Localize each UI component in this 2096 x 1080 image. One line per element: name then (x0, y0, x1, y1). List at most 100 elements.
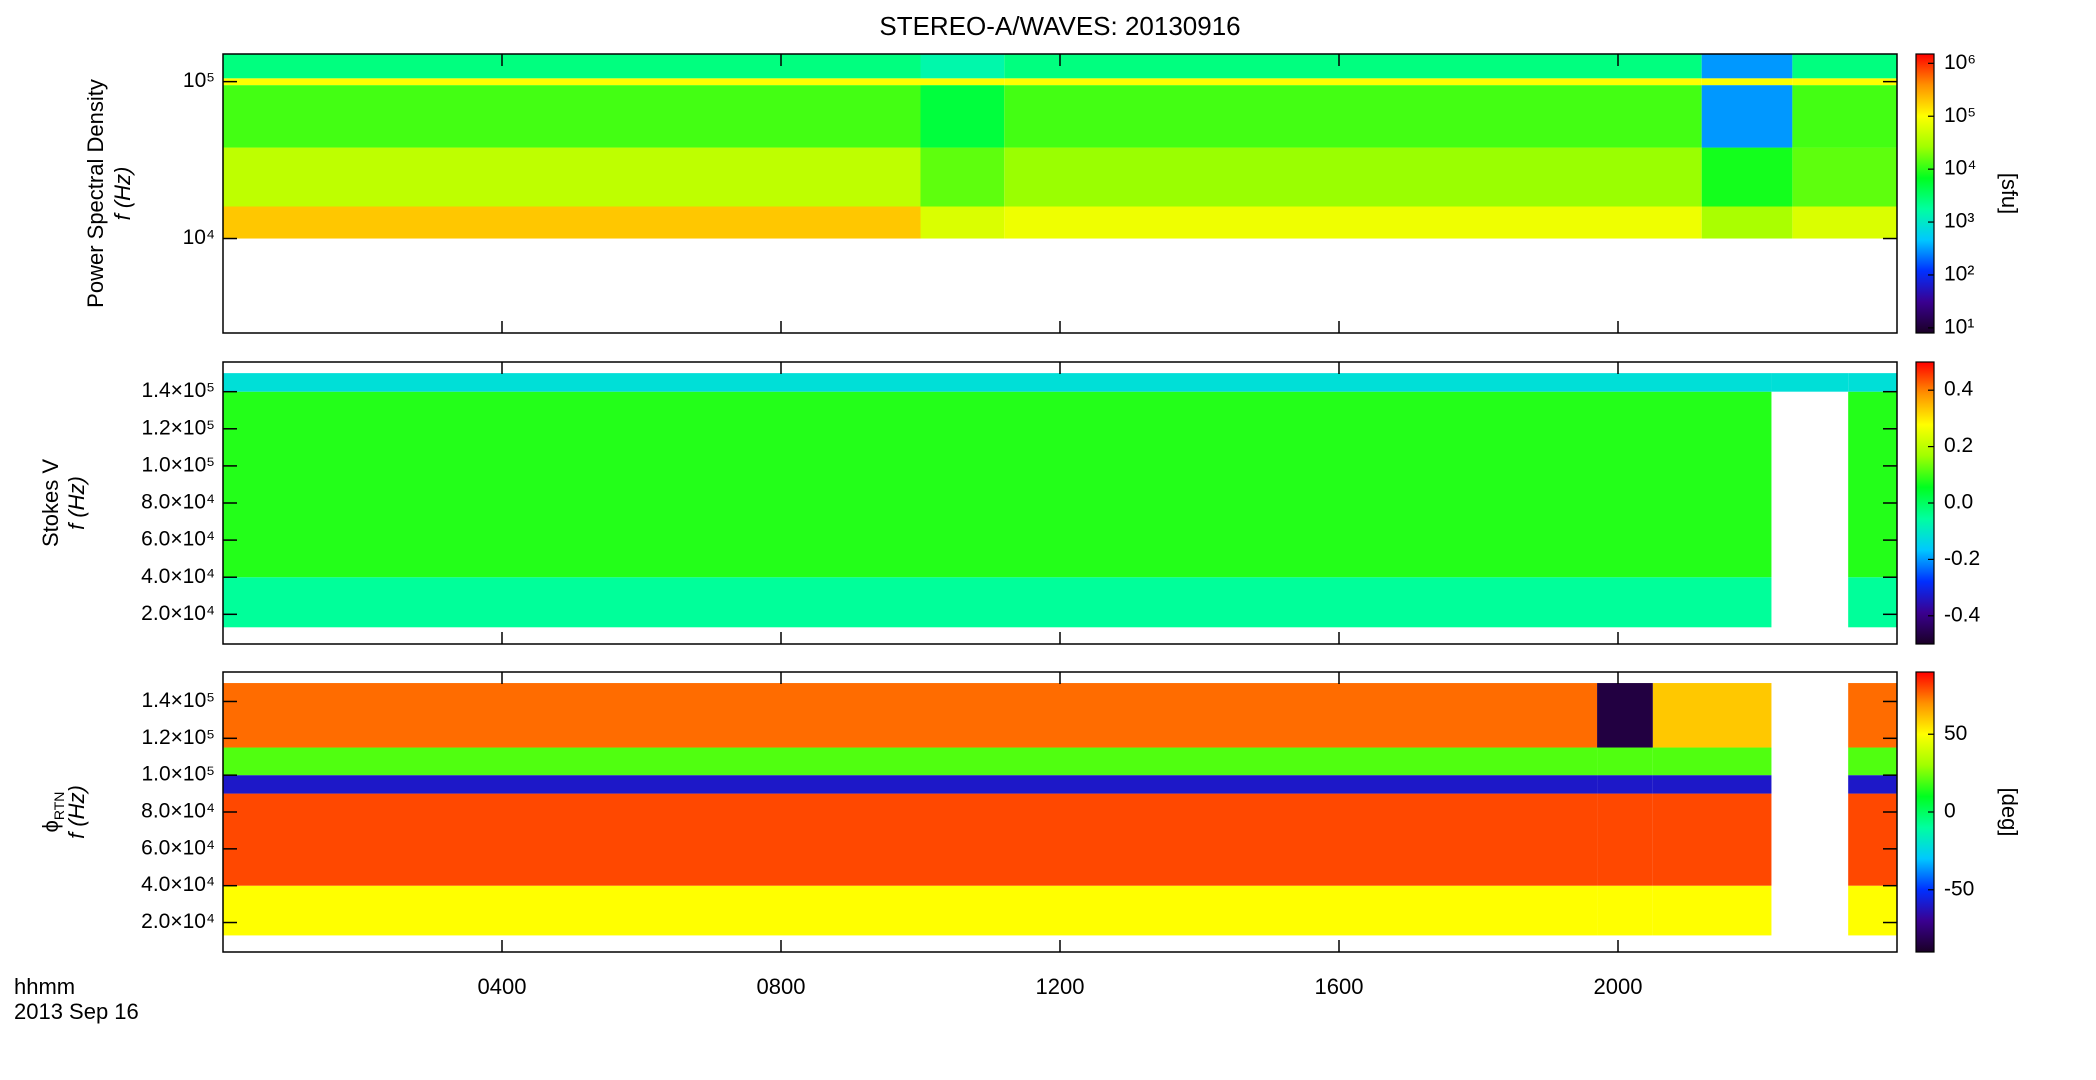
chart-title: STEREO-A/WAVES: 20130916 (879, 11, 1240, 41)
heatmap-cell (223, 54, 921, 79)
heatmap-cell (1771, 373, 1849, 392)
x-tick-label: 0800 (757, 974, 806, 999)
heatmap-cell (223, 775, 1598, 794)
colorbar-tick-label: -0.4 (1944, 603, 1981, 626)
heatmap-cell (223, 793, 1598, 886)
colorbar-tick-label: -50 (1944, 877, 1974, 900)
heatmap-cell (1848, 885, 1897, 936)
y-tick-label: 1.4×10⁵ (141, 689, 215, 712)
heatmap-cell (920, 147, 1005, 207)
heatmap-cell (1848, 747, 1897, 776)
y-tick-label: 10⁵ (183, 69, 215, 92)
heatmap-cell (920, 78, 1005, 86)
heatmap-cell (1004, 54, 1702, 79)
y-tick-label: 8.0×10⁴ (141, 491, 215, 514)
y-axis-label: f (Hz) (110, 167, 135, 221)
colorbar-tick-label: 0.0 (1944, 491, 1973, 514)
y-tick-label: 4.0×10⁴ (141, 565, 215, 588)
colorbar-tick-label: 10⁵ (1944, 104, 1976, 127)
heatmap-cell (1597, 775, 1653, 794)
heatmap-cell (223, 78, 921, 86)
heatmap-cell (223, 147, 921, 207)
heatmap-cell (223, 85, 921, 148)
heatmap-cell (223, 747, 1598, 776)
colorbar-tick-label: 10³ (1944, 210, 1974, 233)
heatmap-cell (223, 885, 1598, 936)
y-quantity-label: Power Spectral Density (83, 79, 108, 308)
heatmap-cell (223, 206, 921, 239)
colorbar-tick-label: 0.2 (1944, 434, 1973, 457)
y-tick-label: 1.2×10⁵ (141, 416, 215, 439)
heatmap-cell (223, 683, 1598, 748)
quantity: Stokes V (38, 459, 63, 547)
x-tick-label: 1600 (1315, 974, 1364, 999)
heatmap-cell (1597, 747, 1653, 776)
y-tick-label: 8.0×10⁴ (141, 800, 215, 823)
colorbar-tick-label: 0 (1944, 800, 1956, 823)
y-tick-label: 6.0×10⁴ (141, 836, 215, 859)
heatmap-cell (1597, 885, 1653, 936)
quantity-subscript: RTN (51, 792, 67, 821)
heatmap-cell (1652, 683, 1772, 748)
heatmap-cell (1792, 206, 1897, 239)
colorbar (1915, 53, 1935, 334)
colorbar-label: [deg] (1997, 788, 2022, 837)
heatmap-cell (1701, 54, 1793, 79)
heatmap-cell (1701, 147, 1793, 207)
colorbar-tick-label: 0.4 (1944, 378, 1974, 401)
y-tick-label: 2.0×10⁴ (141, 602, 215, 625)
colorbar-tick-label: 10⁶ (1944, 51, 1976, 74)
heatmap-cell (1597, 793, 1653, 886)
heatmap-cell (1652, 747, 1772, 776)
heatmap-cell (1701, 206, 1793, 239)
heatmap-cell (1652, 775, 1772, 794)
heatmap-cell (1848, 775, 1897, 794)
heatmap-cell (1848, 391, 1897, 578)
heatmap-cell (1652, 793, 1772, 886)
y-quantity-label: ϕRTN (38, 792, 67, 833)
heatmap-cell (1004, 147, 1702, 207)
heatmap-cell (1848, 793, 1897, 886)
heatmap-cell (920, 206, 1005, 239)
heatmap-cell (1792, 85, 1897, 148)
heatmap-cell (1848, 577, 1897, 628)
colorbar-tick-label: 10² (1944, 263, 1974, 286)
heatmap-cell (1792, 54, 1897, 79)
y-tick-label: 1.4×10⁵ (141, 379, 215, 402)
heatmap-cell (1701, 78, 1793, 86)
heatmap-cell (223, 391, 1772, 578)
colorbar-tick-label: -0.2 (1944, 547, 1980, 570)
quantity: ϕ (38, 820, 63, 832)
colorbar-label: [sfu] (1997, 173, 2022, 215)
quantity: Power Spectral Density (83, 79, 108, 308)
y-tick-label: 1.0×10⁵ (141, 453, 215, 476)
x-tick-label: 2000 (1594, 974, 1643, 999)
colorbar-tick-label: 50 (1944, 722, 1967, 745)
y-tick-label: 2.0×10⁴ (141, 910, 215, 933)
heatmap-cell (1701, 85, 1793, 148)
heatmap-cell (1004, 206, 1702, 239)
y-axis-label: f (Hz) (64, 476, 89, 530)
y-tick-label: 1.0×10⁵ (141, 763, 215, 786)
y-tick-label: 10⁴ (183, 226, 215, 249)
heatmap-cell (1652, 885, 1772, 936)
x-tick-label: 0400 (478, 974, 527, 999)
heatmap-cell (920, 85, 1005, 148)
heatmap-cell (1792, 147, 1897, 207)
colorbar-tick-label: 10⁴ (1944, 157, 1976, 180)
heatmap-cell (1792, 78, 1897, 86)
colorbar-tick-label: 10¹ (1944, 315, 1974, 338)
y-quantity-label: Stokes V (38, 459, 63, 547)
date-label: 2013 Sep 16 (14, 999, 139, 1024)
heatmap-cell (223, 577, 1772, 628)
y-tick-label: 4.0×10⁴ (141, 873, 215, 896)
x-tick-label: 1200 (1036, 974, 1085, 999)
y-axis-label: f (Hz) (64, 785, 89, 839)
heatmap-cell (1004, 85, 1702, 148)
heatmap-cell (1848, 683, 1897, 748)
heatmap-cell (920, 54, 1005, 79)
x-axis-label: hhmm (14, 974, 75, 999)
y-tick-label: 6.0×10⁴ (141, 528, 215, 551)
y-tick-label: 1.2×10⁵ (141, 726, 215, 749)
